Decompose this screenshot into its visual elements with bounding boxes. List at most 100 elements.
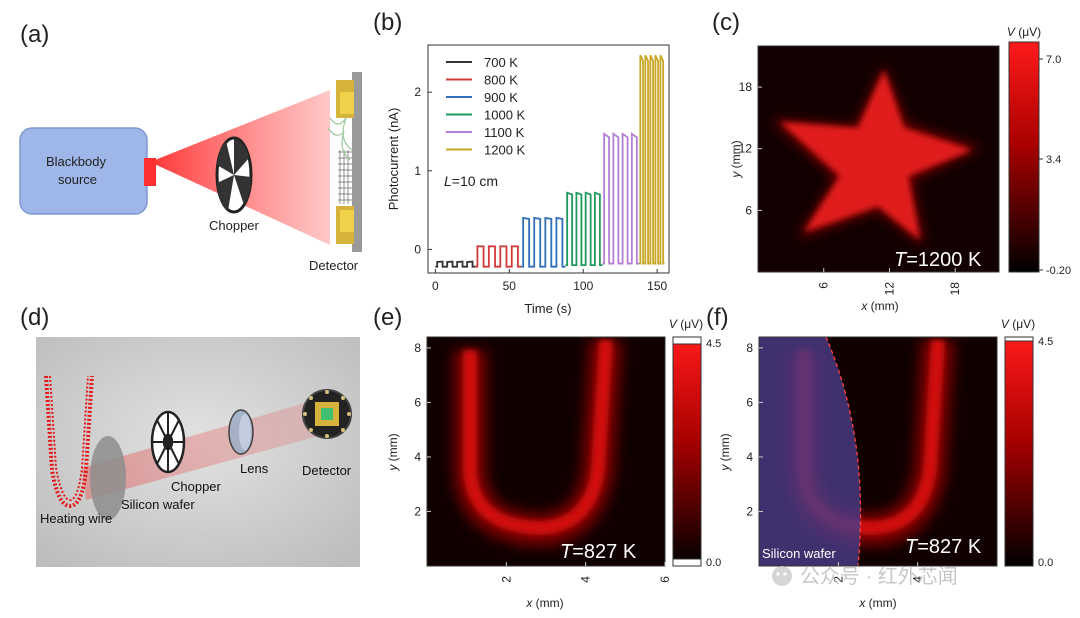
heatmap-ytick-label: 6 (746, 395, 753, 409)
source-label-line1: Blackbody (46, 154, 106, 169)
chart-b-ytick-label: 1 (414, 164, 421, 178)
chart-b-frame (427, 44, 670, 274)
source-aperture (144, 158, 156, 186)
chart-f-ylabel: y (mm) (718, 433, 732, 471)
chart-b-annotation: L=10 cm (444, 173, 498, 189)
chart-c-xlabel: x (mm) (860, 299, 898, 313)
star-core (780, 70, 972, 240)
temp-label-e: T=827 K (560, 541, 637, 563)
chart-c-ylabel: y (mm) (729, 140, 743, 178)
panel-a-label: (a) (20, 21, 49, 48)
colorbar-c: V (μV) 7.0 3.4 -0.20 (1007, 25, 1071, 277)
heatmap-ytick-label: 4 (414, 450, 421, 464)
heatmap-ytick-label: 8 (414, 341, 421, 355)
lens-d (228, 409, 254, 455)
heatmap-ytick-label: 2 (414, 504, 421, 518)
chopper-wheel-a (215, 136, 253, 214)
heatmap-xtick-label: 2 (499, 576, 513, 583)
chart-b-series-line (475, 245, 522, 268)
heatmap-ytick-label: 6 (745, 203, 752, 217)
colorbar-c-tick-2: -0.20 (1046, 265, 1071, 277)
temp-label-c: T=1200 K (894, 249, 982, 271)
heatmap-f: Silicon wafer T=827 K 2 4 2 4 6 8 x (mm) y (m… (718, 336, 998, 610)
chart-b-ytick-label: 2 (414, 85, 421, 99)
wechat-icon (772, 566, 792, 586)
panel-a-schematic: Blackbody source Chopper Detector (19, 72, 362, 273)
wafer-label-f: Silicon wafer (762, 546, 836, 561)
colorbar-e: V (μV) 4.5 0.0 (669, 317, 721, 569)
colorbar-e-tick-1: 0.0 (706, 557, 721, 569)
chart-e-ylabel: y (mm) (386, 433, 400, 471)
watermark: 公众号 · 红外芯闻 (772, 565, 958, 588)
colorbar-c-tick-1: 3.4 (1046, 154, 1061, 166)
silicon-wafer-label-d: Silicon wafer (121, 497, 195, 512)
heatmap-e: T=827 K 2 4 6 2 4 6 8 x (mm) y (mm) (386, 336, 672, 610)
heatmap-ytick-label: 8 (746, 341, 753, 355)
heating-wire (44, 375, 94, 509)
chart-b-legend-label: 1100 K (484, 125, 525, 140)
chart-b-series-line (521, 216, 566, 268)
chart-b-xtick-label: 150 (647, 279, 667, 293)
panel-e-label: (e) (373, 304, 402, 331)
heatmap-ytick-label: 12 (739, 142, 753, 156)
colorbar-e-title: V (μV) (669, 317, 703, 331)
chart-b-legend-label: 1200 K (484, 143, 526, 158)
chopper-label-d: Chopper (171, 479, 222, 494)
panel-d-schematic: Heating wire Silicon wafer Chopper Lens … (36, 337, 360, 567)
temp-label-f: T=827 K (905, 536, 982, 558)
heatmap-xtick-label: 12 (882, 282, 896, 296)
source-label-line2: source (58, 172, 97, 187)
heatmap-c: T=1200 K 6 12 18 6 12 18 x (mm) y (mm) (729, 45, 1000, 313)
chart-b-legend-label: 800 K (484, 73, 518, 88)
heatmap-ytick-label: 18 (739, 80, 753, 94)
blackbody-source-box (19, 127, 148, 215)
beam-d (82, 398, 326, 500)
chart-b-xtick-label: 100 (573, 279, 593, 293)
u-shape-core-e (463, 339, 613, 536)
chart-b-series-line (565, 191, 603, 267)
heatmap-xtick-label: 6 (817, 282, 831, 289)
chart-b-series-line (602, 132, 640, 265)
panel-d-label: (d) (20, 304, 49, 331)
chart-b-xtick-label: 50 (503, 279, 517, 293)
chart-b-legend-label: 1000 K (484, 108, 526, 123)
heating-wire-label: Heating wire (40, 511, 112, 526)
detector-label-d: Detector (302, 463, 352, 478)
detector-board-d (302, 389, 352, 439)
panel-f-label: (f) (706, 304, 729, 331)
chart-b-series-line (639, 54, 665, 265)
panel-c-label: (c) (712, 9, 740, 36)
heatmap-xtick-label: 6 (658, 576, 672, 583)
chart-b-series-line (435, 260, 476, 268)
heatmap-ytick-label: 4 (746, 450, 753, 464)
heatmap-xtick-label: 2 (831, 576, 845, 583)
heatmap-ytick-label: 2 (746, 504, 753, 518)
colorbar-e-tick-0: 4.5 (706, 338, 721, 350)
silicon-wafer-d (90, 436, 126, 520)
colorbar-f: V (μV) 4.5 0.0 (1001, 317, 1053, 569)
colorbar-f-title: V (μV) (1001, 317, 1035, 331)
heatmap-xtick-label: 4 (911, 576, 925, 583)
heatmap-xtick-label: 18 (948, 282, 962, 296)
chart-b-legend-label: 700 K (484, 55, 518, 70)
panel-b-label: (b) (373, 9, 402, 36)
chart-e-xlabel: x (mm) (525, 596, 563, 610)
chart-b-ytick-label: 0 (414, 242, 421, 256)
chart-b: 0 50 100 150 0 1 2 700 K 800 K 900 K 1000 K 1100 K… (386, 44, 670, 316)
chart-b-xlabel: Time (s) (524, 301, 571, 316)
chart-b-legend-label: 900 K (484, 90, 518, 105)
colorbar-c-title: V (μV) (1007, 25, 1041, 39)
chart-b-ylabel: Photocurrent (nA) (386, 108, 401, 211)
heatmap-xtick-label: 4 (579, 576, 593, 583)
detector-label-a: Detector (309, 258, 359, 273)
silicon-wafer-region-f (759, 337, 861, 566)
colorbar-f-tick-1: 0.0 (1038, 557, 1053, 569)
chart-f-xlabel: x (mm) (858, 596, 896, 610)
heatmap-ytick-label: 6 (414, 395, 421, 409)
wafer-edge-line (825, 337, 862, 566)
colorbar-c-tick-0: 7.0 (1046, 54, 1061, 66)
colorbar-f-tick-0: 4.5 (1038, 336, 1053, 348)
chopper-wheel-d (150, 410, 186, 474)
watermark-text: 公众号 · 红外芯闻 (800, 565, 958, 588)
